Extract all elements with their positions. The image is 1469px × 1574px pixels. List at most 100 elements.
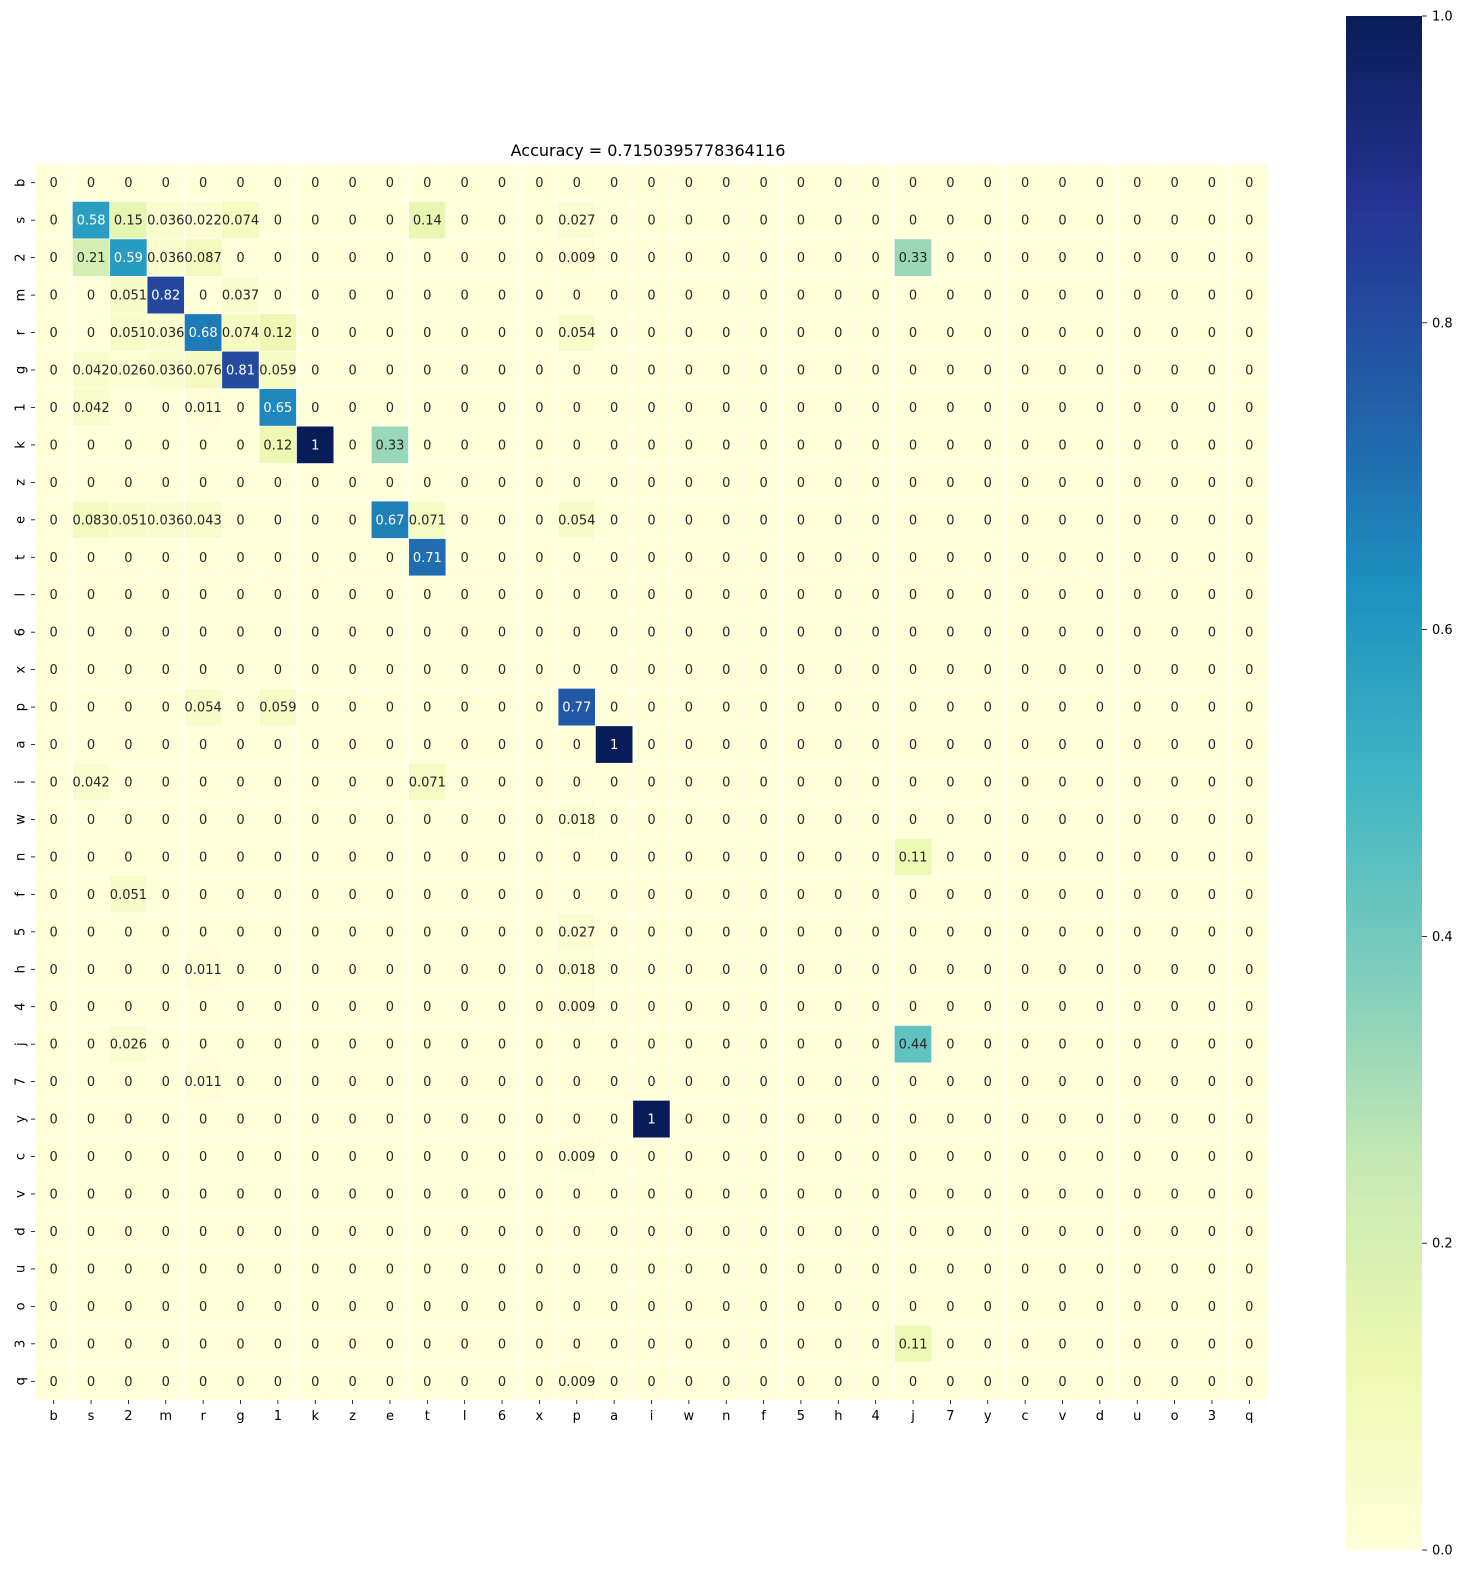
heatmap-cell [296, 613, 335, 652]
heatmap-cell [1230, 425, 1269, 464]
cell-value-label: 0.44 [899, 1038, 928, 1053]
cell-value-label: 0 [685, 476, 693, 491]
heatmap-cell [1080, 276, 1119, 315]
cell-value-label: 1 [311, 438, 319, 453]
heatmap-cell [296, 688, 335, 727]
cell-value-label: 0 [87, 1300, 95, 1315]
cell-value-label: 0 [236, 438, 244, 453]
cell-value-label: 0 [199, 626, 207, 641]
cell-value-label: 0 [759, 738, 767, 753]
heatmap-cell [109, 350, 148, 390]
cell-value-label: 0 [872, 1075, 880, 1090]
cell-value-label: 0 [610, 813, 618, 828]
cell-value-label: 0 [647, 1262, 655, 1277]
cell-value-label: 0 [162, 776, 170, 791]
cell-value-label: 0 [348, 1113, 356, 1128]
heatmap-cell [557, 425, 596, 464]
cell-value-label: 0 [722, 1113, 730, 1128]
cell-value-label: 0 [722, 1225, 730, 1240]
cell-value-label: 0 [797, 963, 805, 978]
heatmap-cell [931, 463, 970, 502]
heatmap-cell [1118, 463, 1157, 502]
cell-value-label: 0 [909, 888, 917, 903]
cell-value-label: 0 [535, 701, 543, 716]
cell-value-label: 0 [535, 1000, 543, 1015]
cell-value-label: 0 [1208, 1038, 1216, 1053]
cell-value-label: 0 [236, 1188, 244, 1203]
cell-value-label: 0 [461, 438, 469, 453]
cell-value-label: 0 [1133, 214, 1141, 229]
cell-value-label: 0 [1170, 401, 1178, 416]
heatmap-cell [744, 688, 783, 727]
heatmap-cell [520, 313, 559, 352]
cell-value-label: 0 [236, 1000, 244, 1015]
cell-value-label: 0 [498, 1113, 506, 1128]
heatmap-cell [707, 950, 746, 989]
heatmap-cell [445, 613, 484, 652]
heatmap-cell [483, 313, 522, 352]
cell-value-label: 0 [535, 888, 543, 903]
cell-value-label: 0 [87, 1038, 95, 1053]
cell-value-label: 0 [1208, 1300, 1216, 1315]
heatmap-cell [408, 987, 447, 1026]
heatmap-cell [781, 163, 820, 202]
cell-value-label: 0 [423, 1300, 431, 1315]
heatmap-cell [483, 538, 522, 577]
cell-value-label: 0 [1133, 1262, 1141, 1277]
x-tick-label: v [1059, 1409, 1067, 1424]
heatmap-cell [34, 350, 73, 390]
heatmap-cell [333, 500, 372, 539]
cell-value-label: 0 [124, 438, 132, 453]
cell-value-label: 0 [386, 1337, 394, 1352]
heatmap-cell [221, 725, 260, 764]
heatmap-cell [296, 837, 335, 876]
cell-value-label: 0 [909, 1300, 917, 1315]
heatmap-cell [595, 425, 634, 464]
cell-value-label: 0 [423, 251, 431, 266]
cell-value-label: 0 [1208, 289, 1216, 304]
cell-value-label: 0 [834, 214, 842, 229]
cell-value-label: 0.65 [263, 401, 292, 416]
heatmap-cell [72, 500, 111, 539]
cell-value-label: 0 [1170, 251, 1178, 266]
cell-value-label: 0 [87, 1150, 95, 1165]
cell-value-label: 0 [348, 438, 356, 453]
heatmap-cell [483, 987, 522, 1026]
cell-value-label: 0 [647, 364, 655, 379]
cell-value-label: 0 [984, 1225, 992, 1240]
cell-value-label: 0 [348, 326, 356, 341]
heatmap-cell [1006, 425, 1045, 464]
cell-value-label: 0 [946, 214, 954, 229]
heatmap-cell [72, 238, 111, 277]
cell-value-label: 0 [1021, 813, 1029, 828]
cell-value-label: 0 [311, 1300, 319, 1315]
heatmap-cell [1118, 837, 1157, 876]
cell-value-label: 0 [1170, 1150, 1178, 1165]
x-tick-label: t [425, 1409, 430, 1424]
cell-value-label: 0 [498, 1300, 506, 1315]
cell-value-label: 0 [647, 663, 655, 678]
heatmap-cell [184, 1025, 223, 1064]
heatmap-cell [520, 538, 559, 577]
heatmap-cell [1043, 163, 1082, 202]
cell-value-label: 0.036 [147, 214, 184, 229]
cell-value-label: 0 [162, 1150, 170, 1165]
cell-value-label: 0 [348, 1150, 356, 1165]
cell-value-label: 0 [872, 364, 880, 379]
heatmap-cell [968, 425, 1007, 464]
cell-value-label: 0 [199, 476, 207, 491]
heatmap-cell [632, 875, 671, 914]
heatmap-cell [894, 762, 933, 802]
cell-value-label: 0 [610, 925, 618, 940]
cell-value-label: 0 [1245, 1300, 1253, 1315]
y-tick-label: q [14, 1377, 29, 1385]
cell-value-label: 0 [1096, 663, 1104, 678]
cell-value-label: 0.14 [413, 214, 442, 229]
heatmap-cell [1230, 837, 1269, 876]
cell-value-label: 0 [797, 401, 805, 416]
cell-value-label: 0 [386, 251, 394, 266]
heatmap-cell [370, 613, 409, 652]
cell-value-label: 0 [1133, 289, 1141, 304]
y-tick-label: 7 [14, 1077, 29, 1085]
heatmap-cell [1043, 313, 1082, 352]
